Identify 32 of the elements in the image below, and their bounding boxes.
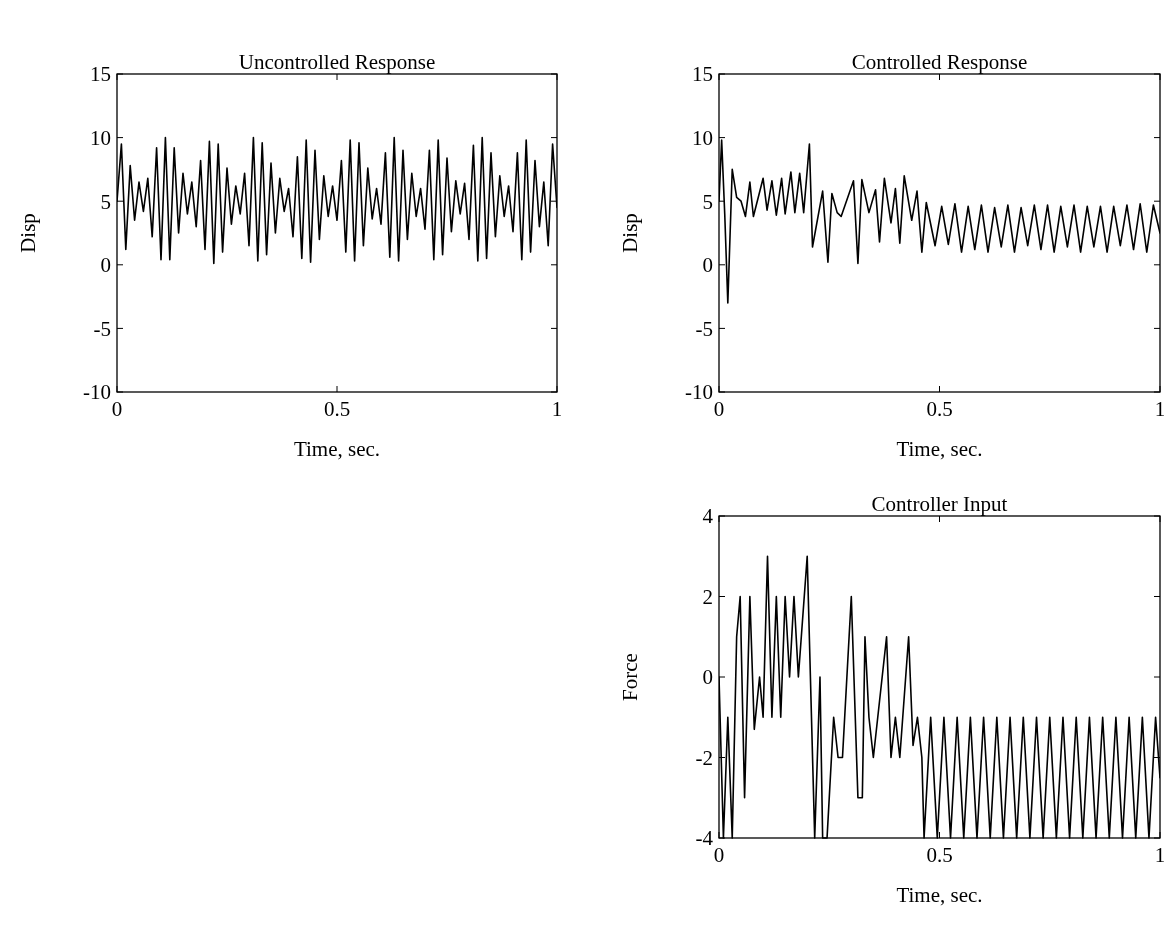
y-tick-label: -2 [695, 745, 713, 770]
y-tick-label: -4 [695, 826, 714, 851]
y-tick-label: -5 [93, 316, 111, 341]
chart-title: Controller Input [871, 492, 1008, 516]
x-tick-label: 1 [1154, 397, 1166, 421]
y-tick-label: 5 [100, 189, 111, 214]
y-tick-label: 0 [100, 253, 111, 278]
chart-title: Controlled Response [851, 50, 1028, 74]
x-axis-title: Time, sec. [896, 883, 983, 907]
y-tick-label: 15 [90, 62, 111, 87]
x-tick-label: 0.5 [926, 397, 953, 421]
y-tick-label: 0 [702, 253, 713, 278]
y-tick-label: -10 [685, 380, 713, 405]
y-axis-title: Disp [618, 213, 642, 253]
y-tick-label: -10 [83, 380, 111, 405]
x-tick-label: 1 [551, 397, 563, 421]
y-tick-label: 0 [702, 665, 713, 690]
x-tick-label: 0.5 [926, 843, 953, 867]
y-tick-label: 10 [692, 125, 713, 150]
x-tick-label: 0.5 [323, 397, 351, 421]
y-axis-title: Force [618, 653, 642, 701]
x-tick-label: 1 [1154, 843, 1166, 867]
y-tick-label: 5 [702, 189, 713, 214]
x-axis-title: Time, sec. [293, 437, 381, 461]
y-tick-label: -5 [695, 316, 713, 341]
y-tick-label: 15 [692, 62, 713, 87]
y-tick-label: 10 [90, 125, 111, 150]
chart-title: Uncontrolled Response [238, 50, 436, 74]
y-tick-label: 4 [702, 504, 714, 529]
y-tick-label: 2 [702, 584, 713, 609]
y-axis-title: Disp [16, 213, 40, 253]
x-axis-title: Time, sec. [896, 437, 983, 461]
